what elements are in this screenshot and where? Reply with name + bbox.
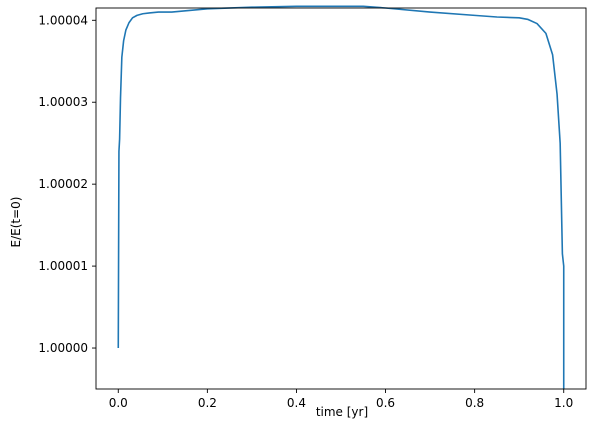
x-tick-label: 0.6 [376, 396, 395, 410]
x-tick-label: 0.2 [198, 396, 217, 410]
series-line-0 [117, 5, 565, 389]
x-tick-label: 0.0 [109, 396, 128, 410]
y-axis-ticks: 1.00000 1.00001 1.00002 1.00003 1.00004 [38, 13, 96, 355]
y-tick-label: 1.00003 [38, 95, 88, 109]
x-tick-label: 1.0 [554, 396, 573, 410]
y-tick-label: 1.00001 [38, 259, 88, 273]
y-axis-label: E/E(t=0) [9, 197, 23, 248]
y-tick-label: 1.00000 [38, 341, 88, 355]
y-tick-label: 1.00004 [38, 13, 88, 27]
x-tick-label: 0.8 [465, 396, 484, 410]
x-axis-label: time [yr] [316, 405, 368, 419]
y-tick-label: 1.00002 [38, 177, 88, 191]
plot-area [95, 5, 587, 390]
x-tick-label: 0.4 [287, 396, 306, 410]
x-axis-ticks: 0.0 0.2 0.4 0.6 0.8 1.0 [109, 389, 573, 410]
plot-frame [95, 7, 587, 390]
